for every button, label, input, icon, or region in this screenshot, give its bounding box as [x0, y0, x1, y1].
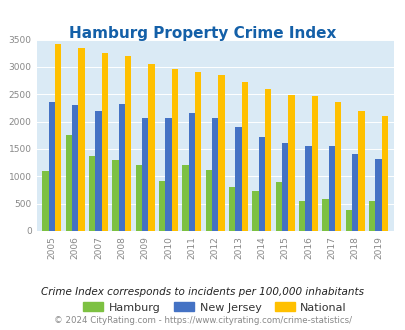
Bar	[358, 111, 364, 231]
Bar	[328, 146, 334, 231]
Bar	[264, 89, 271, 231]
Bar	[368, 201, 375, 231]
Text: Crime Index corresponds to incidents per 100,000 inhabitants: Crime Index corresponds to incidents per…	[41, 287, 364, 297]
Bar	[288, 95, 294, 231]
Bar	[194, 72, 201, 231]
Bar	[142, 118, 148, 231]
Bar	[72, 105, 78, 231]
Bar	[322, 199, 328, 231]
Text: © 2024 CityRating.com - https://www.cityrating.com/crime-statistics/: © 2024 CityRating.com - https://www.city…	[54, 315, 351, 325]
Bar	[171, 69, 177, 231]
Bar	[305, 146, 311, 231]
Bar	[135, 165, 142, 231]
Legend: Hamburg, New Jersey, National: Hamburg, New Jersey, National	[79, 298, 351, 317]
Bar	[298, 201, 305, 231]
Bar	[334, 102, 341, 231]
Bar	[241, 82, 247, 231]
Text: Hamburg Property Crime Index: Hamburg Property Crime Index	[69, 26, 336, 41]
Bar	[49, 102, 55, 231]
Bar	[252, 191, 258, 231]
Bar	[66, 135, 72, 231]
Bar	[125, 56, 131, 231]
Bar	[205, 170, 211, 231]
Bar	[89, 155, 95, 231]
Bar	[218, 75, 224, 231]
Bar	[345, 210, 351, 231]
Bar	[311, 96, 317, 231]
Bar	[78, 49, 84, 231]
Bar	[148, 64, 154, 231]
Bar	[275, 182, 281, 231]
Bar	[159, 181, 165, 231]
Bar	[182, 165, 188, 231]
Bar	[95, 111, 101, 231]
Bar	[112, 160, 118, 231]
Bar	[381, 115, 387, 231]
Bar	[118, 104, 125, 231]
Bar	[258, 137, 264, 231]
Bar	[351, 154, 358, 231]
Bar	[101, 53, 108, 231]
Bar	[228, 187, 235, 231]
Bar	[55, 44, 61, 231]
Bar	[188, 114, 194, 231]
Bar	[211, 118, 218, 231]
Bar	[281, 143, 288, 231]
Bar	[42, 171, 49, 231]
Bar	[375, 159, 381, 231]
Bar	[165, 118, 171, 231]
Bar	[235, 127, 241, 231]
